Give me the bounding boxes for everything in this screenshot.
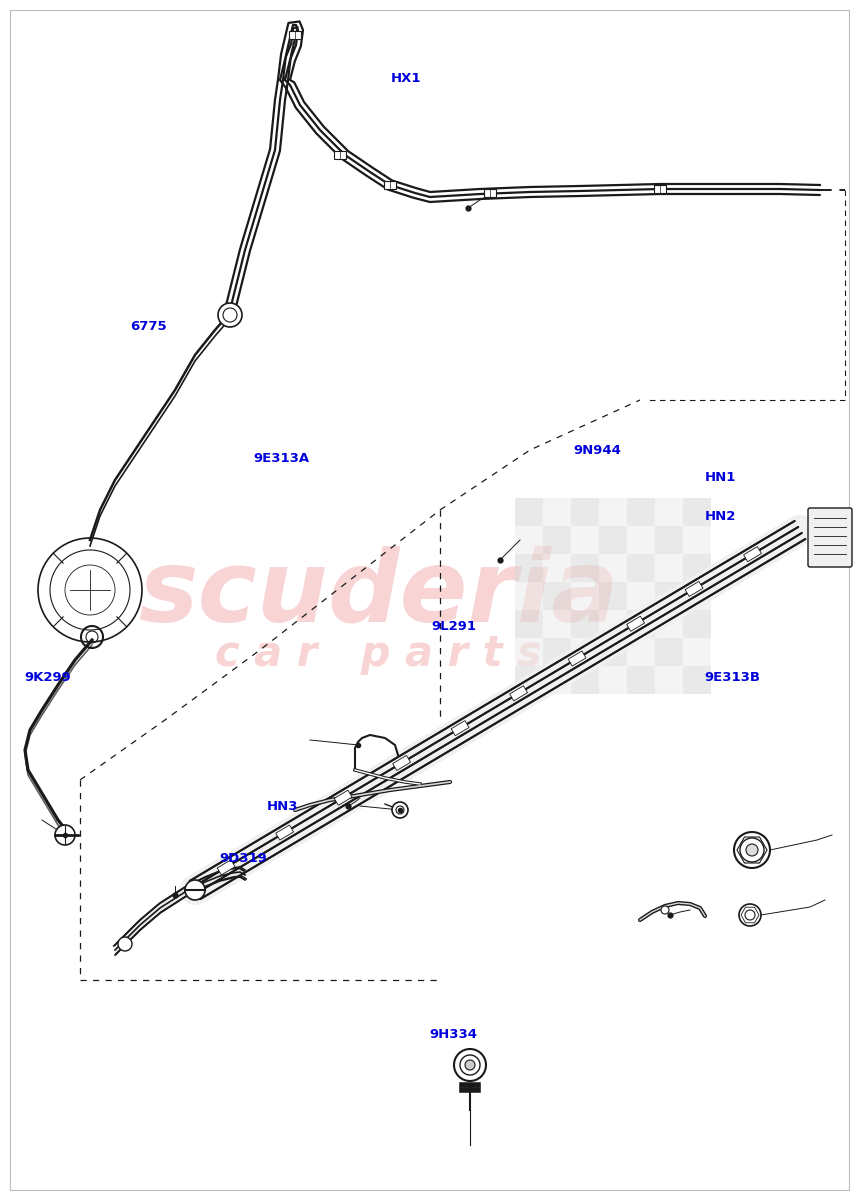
Bar [509,686,527,701]
Bar [600,610,627,638]
Bar [684,554,711,582]
Bar [334,151,346,158]
FancyBboxPatch shape [808,508,852,566]
Bar [571,554,600,582]
Text: 9D319: 9D319 [219,852,267,864]
Bar [654,185,666,193]
Bar [600,666,627,694]
Bar [544,526,571,554]
Bar [627,666,655,694]
Bar [684,666,711,694]
Text: 9E313A: 9E313A [253,452,309,464]
Bar [684,498,711,526]
Bar [626,617,644,631]
Bar [515,498,544,526]
Circle shape [55,826,75,845]
Bar [515,582,544,610]
Bar [515,610,544,638]
Bar [544,666,571,694]
Bar [515,666,544,694]
Circle shape [392,802,408,818]
Bar [627,610,655,638]
Bar [655,666,684,694]
Bar [744,547,761,562]
Bar [544,498,571,526]
Text: 9N944: 9N944 [574,444,622,456]
Bar [684,526,711,554]
Bar [655,582,684,610]
Circle shape [465,1060,475,1070]
Bar [627,582,655,610]
Text: scuderia: scuderia [137,546,618,642]
Bar [600,582,627,610]
Bar [627,526,655,554]
Text: HX1: HX1 [391,72,422,84]
Bar [655,610,684,638]
Text: HN1: HN1 [704,472,736,484]
Bar [684,638,711,666]
Bar [384,181,396,188]
Bar [655,554,684,582]
Circle shape [218,302,242,326]
Bar [515,554,544,582]
Circle shape [739,904,761,926]
Bar [684,610,711,638]
Text: c a r   p a r t s: c a r p a r t s [215,634,541,674]
Bar [685,582,703,596]
Bar [655,498,684,526]
Text: HN3: HN3 [266,800,298,812]
Bar [571,582,600,610]
Bar [544,554,571,582]
Bar [600,498,627,526]
Circle shape [454,1049,486,1081]
Bar [334,791,352,805]
Text: 9E313B: 9E313B [704,672,760,684]
Bar [571,498,600,526]
Bar [544,582,571,610]
Bar [515,526,544,554]
Text: 9H334: 9H334 [430,1028,478,1040]
Bar [684,582,711,610]
Bar [571,666,600,694]
Bar [568,652,586,666]
Bar [515,638,544,666]
Circle shape [185,880,205,900]
Bar [571,610,600,638]
Circle shape [118,937,132,950]
Bar [393,756,411,770]
Bar [627,498,655,526]
Bar [571,526,600,554]
Circle shape [746,844,758,856]
Bar [451,721,469,736]
Bar [627,638,655,666]
Bar [600,526,627,554]
Bar [276,826,294,840]
Text: HN2: HN2 [704,510,736,522]
Bar [289,31,301,38]
Text: 9K299: 9K299 [24,672,70,684]
Bar [627,554,655,582]
Bar [600,554,627,582]
Circle shape [734,832,770,868]
Bar [217,860,235,875]
Bar [571,638,600,666]
Bar [484,188,496,197]
Text: 9L291: 9L291 [431,620,476,632]
Bar [655,638,684,666]
Bar [544,610,571,638]
Circle shape [661,906,669,914]
Bar [655,526,684,554]
Bar [544,638,571,666]
Text: 6775: 6775 [131,320,168,332]
Bar [600,638,627,666]
